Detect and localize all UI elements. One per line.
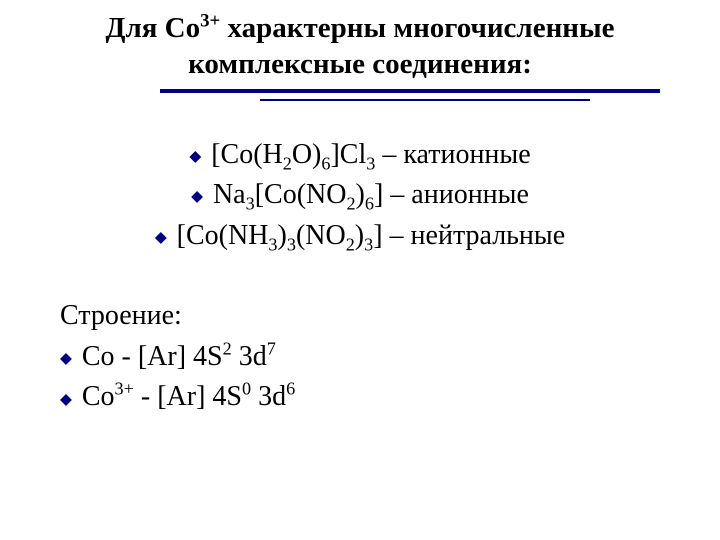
superscript: 6	[286, 379, 295, 399]
subscript: 3	[364, 234, 373, 254]
text-run: )	[355, 220, 364, 251]
title-text: характерны многочисленные	[220, 12, 614, 44]
structure-rows: ◆Co - [Ar] 4S2 3d7◆Co3+ - [Ar] 4S0 3d6	[60, 337, 660, 418]
subscript: 3	[287, 234, 296, 254]
rule-thick	[160, 89, 660, 93]
text-run: ]Cl	[330, 139, 366, 170]
superscript: 0	[242, 379, 251, 399]
subscript: 3	[366, 153, 375, 173]
compound-list: ◆[Co(H2O)6]Cl3 – катионные◆Na3[Co(NO2)6]…	[60, 135, 660, 257]
title-underline	[60, 89, 660, 101]
text-run: – катионные	[375, 139, 530, 170]
body: ◆[Co(H2O)6]Cl3 – катионные◆Na3[Co(NO2)6]…	[60, 135, 660, 419]
compound-row: ◆[Co(H2O)6]Cl3 – катионные	[60, 135, 660, 176]
structure-heading: Строение:	[60, 296, 660, 337]
title-text: Для Co	[106, 12, 201, 44]
slide: Для Co3+ характерны многочисленные компл…	[0, 0, 720, 540]
structure-block: Строение: ◆Co - [Ar] 4S2 3d7◆Co3+ - [Ar]…	[60, 296, 660, 418]
text-run: [Co(H	[211, 139, 283, 170]
text-run: )	[278, 220, 287, 251]
title-line-1: Для Co3+ характерны многочисленные	[80, 10, 640, 46]
subscript: 3	[246, 194, 255, 214]
text-run: Co	[82, 381, 115, 412]
text-run: (NO	[296, 220, 346, 251]
text-run: Na	[213, 179, 246, 210]
subscript: 6	[365, 194, 374, 214]
superscript: 2	[223, 339, 232, 359]
text-run: [Co(NH	[177, 220, 269, 251]
diamond-bullet-icon: ◆	[191, 186, 203, 208]
subscript: 2	[346, 194, 355, 214]
diamond-bullet-icon: ◆	[60, 348, 72, 370]
structure-row: ◆ Co - [Ar] 4S2 3d7	[60, 337, 660, 378]
text-run: Co - [Ar] 4S	[82, 341, 223, 372]
text-run: O)	[292, 139, 322, 170]
diamond-bullet-icon: ◆	[189, 146, 201, 168]
text-run: - [Ar] 4S	[134, 381, 242, 412]
diamond-bullet-icon: ◆	[155, 227, 167, 249]
text-run: [Co(NO	[255, 179, 347, 210]
diamond-bullet-icon: ◆	[60, 389, 72, 411]
text-run: 3d	[232, 341, 267, 372]
compound-row: ◆ Na3[Co(NO2)6] – анионные	[60, 175, 660, 216]
text-run: )	[356, 179, 365, 210]
subscript: 3	[268, 234, 277, 254]
text-run: 3d	[251, 381, 286, 412]
title-sup: 3+	[200, 10, 220, 31]
subscript: 2	[283, 153, 292, 173]
rule-thin	[260, 99, 590, 101]
compound-row: ◆[Co(NH3)3(NO2)3] – нейтральные	[60, 216, 660, 257]
text-run: ] – нейтральные	[373, 220, 565, 251]
title-block: Для Co3+ характерны многочисленные компл…	[60, 10, 660, 83]
superscript: 3+	[115, 379, 134, 399]
subscript: 2	[346, 234, 355, 254]
title-line-2: комплексные соединения:	[80, 46, 640, 82]
structure-row: ◆ Co3+ - [Ar] 4S0 3d6	[60, 377, 660, 418]
superscript: 7	[267, 339, 276, 359]
text-run: ] – анионные	[374, 179, 529, 210]
